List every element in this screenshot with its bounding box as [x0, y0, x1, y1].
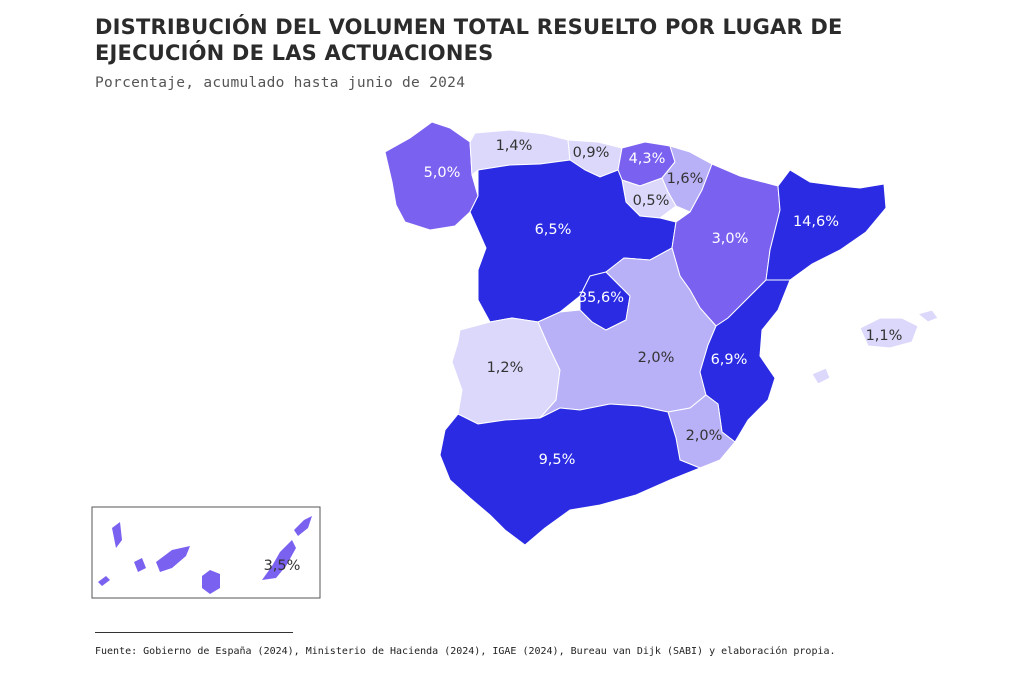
source-divider: [95, 632, 293, 633]
label-navarra: 1,6%: [667, 171, 704, 187]
island-fuerteventura: [262, 540, 296, 580]
label-canarias: 3,5%: [264, 558, 301, 574]
island-la-gomera: [134, 558, 146, 572]
island-tenerife: [156, 546, 190, 572]
island-gran-canaria: [202, 570, 220, 594]
label-pais-vasco: 4,3%: [629, 151, 666, 167]
label-cataluna: 14,6%: [793, 214, 839, 230]
map-subtitle: Porcentaje, acumulado hasta junio de 202…: [95, 75, 466, 91]
label-castilla-la-mancha: 2,0%: [638, 350, 675, 366]
label-aragon: 3,0%: [712, 231, 749, 247]
region-andalucia: [439, 403, 702, 546]
map-title: DISTRIBUCIÓN DEL VOLUMEN TOTAL RESUELTO …: [95, 15, 843, 65]
label-baleares: 1,1%: [866, 328, 903, 344]
canarias-inset-frame: [91, 506, 321, 599]
island-lanzarote: [294, 516, 312, 536]
island-la-palma: [112, 522, 122, 548]
region-baleares: [859, 317, 919, 349]
label-castilla-leon: 6,5%: [535, 222, 572, 238]
region-baleares-ibiza: [811, 367, 831, 385]
region-valencia: [699, 279, 791, 443]
label-extremadura: 1,2%: [487, 360, 524, 376]
label-galicia: 5,0%: [424, 165, 461, 181]
label-la-rioja: 0,5%: [633, 193, 670, 209]
region-cataluna: [765, 169, 887, 281]
label-asturias: 1,4%: [496, 138, 533, 154]
island-el-hierro: [98, 576, 110, 586]
label-murcia: 2,0%: [686, 428, 723, 444]
region-navarra: [661, 145, 713, 213]
region-baleares-menorca: [916, 309, 939, 323]
label-madrid: 35,6%: [578, 290, 624, 306]
label-valencia: 6,9%: [711, 352, 748, 368]
label-andalucia: 9,5%: [539, 452, 576, 468]
source-note: Fuente: Gobierno de España (2024), Minis…: [95, 646, 836, 657]
label-cantabria: 0,9%: [573, 145, 610, 161]
